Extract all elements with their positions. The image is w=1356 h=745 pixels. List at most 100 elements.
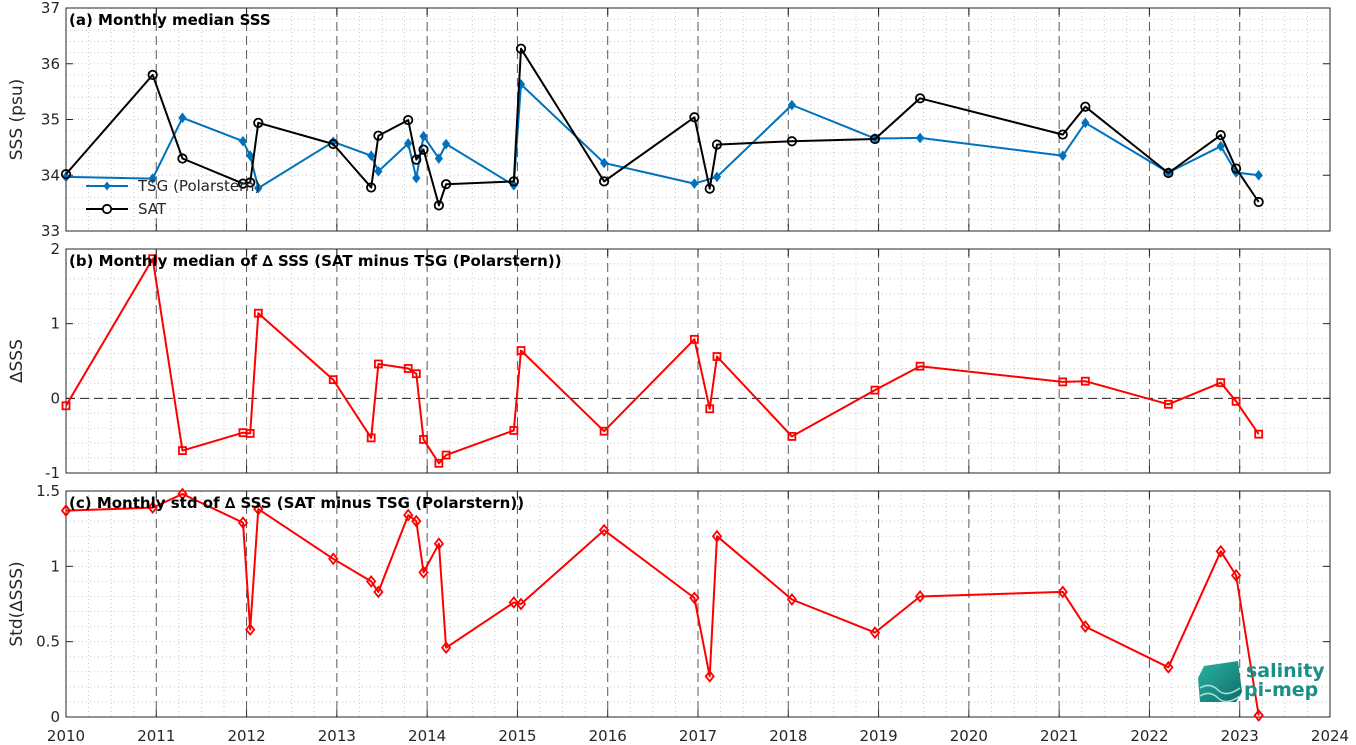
panel-2: -1 0 1 2 ∆SSS (b) Monthly median of ∆ SSS (SA… [7, 240, 1331, 482]
data-point [412, 172, 421, 184]
data-point [254, 182, 263, 194]
data-point [403, 114, 414, 126]
y-axis-label: SSS (psu) [7, 79, 27, 160]
data-point [178, 446, 187, 456]
data-point [440, 641, 452, 655]
data-point [403, 364, 413, 373]
data-point [441, 138, 451, 150]
data-point [60, 504, 72, 518]
data-point [705, 404, 715, 414]
panel-title: (a) Monthly median SSS [69, 11, 271, 29]
y-tick-label: 1 [50, 315, 60, 333]
panel-1: 33 34 35 36 37 SSS (psu) (a) Monthly median SS… [7, 0, 1331, 240]
data-point [418, 144, 429, 155]
grid [66, 490, 1330, 718]
x-tick-label: 2022 [1130, 727, 1168, 745]
data-point [1253, 196, 1264, 208]
series-line [65, 493, 1260, 716]
data-point [915, 132, 925, 144]
legend-marker [101, 203, 113, 215]
grid [66, 248, 1330, 474]
data-point [411, 514, 422, 528]
data-point [515, 43, 527, 54]
series-line [65, 257, 1260, 465]
data-point [148, 173, 157, 184]
data-point [711, 139, 723, 150]
data-point [1058, 150, 1067, 162]
data-point [1216, 140, 1225, 152]
data-point [245, 177, 256, 188]
data-point [1163, 167, 1174, 179]
data-point [1080, 376, 1090, 386]
data-point [373, 130, 384, 141]
x-tick-label: 2014 [408, 727, 446, 745]
data-point [419, 434, 428, 444]
series-1 [61, 254, 1264, 468]
data-point [508, 176, 519, 187]
data-point [366, 574, 377, 588]
data-point [178, 112, 187, 124]
data-point [433, 200, 444, 211]
y-tick-label: 34 [41, 166, 60, 184]
data-point [403, 508, 414, 522]
data-point [870, 385, 880, 395]
data-point [1231, 163, 1242, 174]
data-point [1057, 585, 1068, 599]
data-point [1253, 709, 1264, 722]
data-point [374, 166, 383, 177]
data-point [147, 501, 158, 515]
data-point [915, 93, 926, 104]
data-point [599, 426, 609, 436]
data-point [509, 426, 519, 435]
data-point [61, 171, 71, 183]
data-point [434, 458, 444, 468]
y-axis-label: Std(∆SSS) [7, 561, 27, 646]
data-point [441, 179, 452, 190]
data-point [177, 153, 188, 164]
salinity-pi-mep-logo: salinity pi-mep [1198, 660, 1325, 703]
x-tick-label: 2010 [47, 727, 85, 745]
y-tick-label: 35 [41, 111, 60, 129]
data-point [253, 502, 264, 516]
series-line [65, 83, 1259, 190]
y-tick-label: -1 [45, 464, 60, 482]
data-point [598, 523, 610, 537]
data-point [411, 154, 422, 165]
data-point [366, 433, 376, 443]
data-point [1230, 568, 1242, 582]
data-point [1081, 117, 1090, 129]
series-line [65, 47, 1260, 207]
data-point [433, 537, 445, 551]
data-point [434, 153, 444, 164]
data-point [704, 669, 715, 683]
x-tick-label: 2021 [1040, 727, 1078, 745]
data-point [599, 157, 609, 169]
data-point [419, 130, 428, 142]
series-2 [60, 43, 1264, 211]
data-point [253, 308, 263, 318]
data-point [787, 432, 797, 441]
data-point [148, 254, 158, 264]
data-point [711, 529, 723, 543]
x-tick-label: 2013 [318, 727, 356, 745]
x-tick-label: 2016 [589, 727, 627, 745]
data-point [404, 138, 413, 149]
y-tick-label: 37 [41, 0, 60, 17]
y-tick-label: 33 [41, 222, 60, 240]
data-point [367, 150, 376, 162]
x-tick-label: 2015 [498, 727, 536, 745]
legend-label: SAT [138, 200, 167, 218]
data-point [712, 171, 722, 183]
data-point [712, 352, 722, 361]
x-tick-label: 2020 [950, 727, 988, 745]
data-point [253, 117, 264, 128]
data-point [328, 375, 338, 385]
y-tick-label: 0 [50, 708, 60, 726]
data-point [787, 99, 797, 111]
data-point [366, 182, 377, 193]
data-point [1080, 101, 1091, 112]
data-point [914, 590, 926, 603]
y-axis-label: ∆SSS [7, 339, 27, 384]
data-point [869, 133, 881, 145]
data-point [245, 429, 255, 438]
